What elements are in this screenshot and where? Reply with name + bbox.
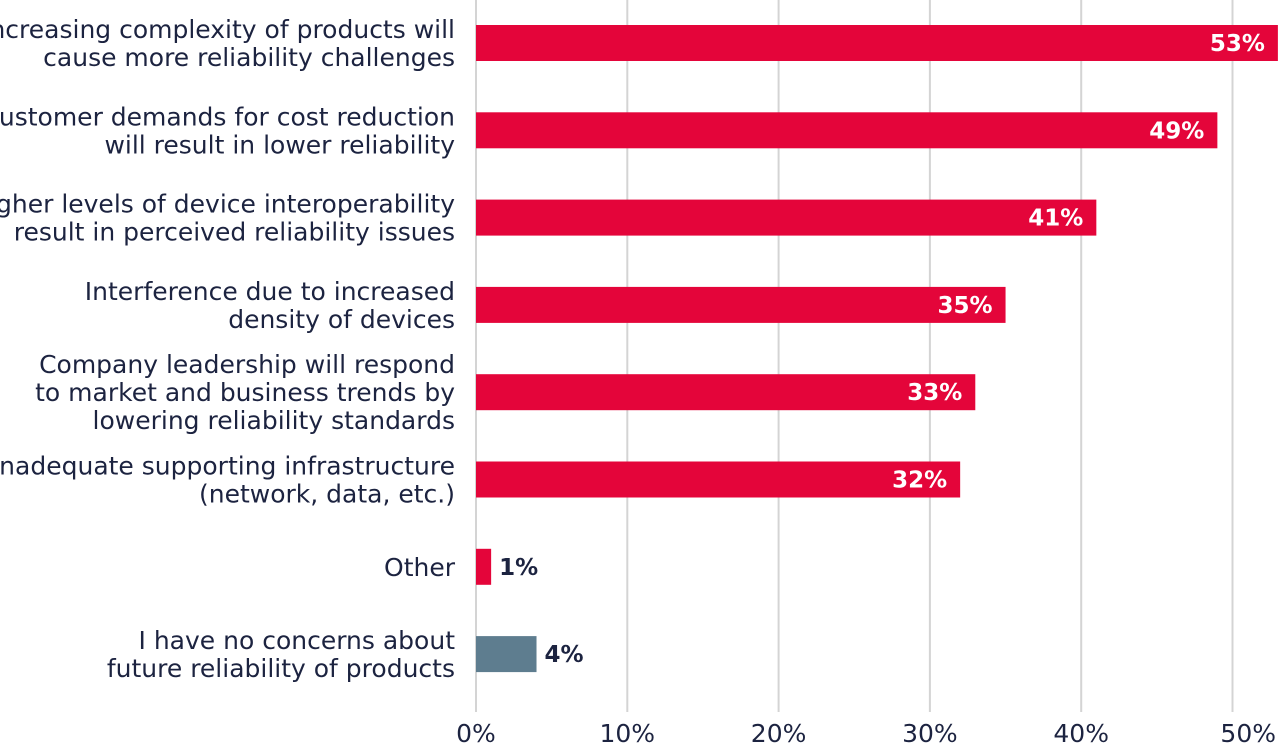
bar-value-label: 49% <box>1149 118 1204 144</box>
x-tick-label: 30% <box>902 719 958 744</box>
bar <box>476 636 537 673</box>
bar <box>476 199 1097 236</box>
bar-value-label: 32% <box>892 468 947 494</box>
category-label: Company leadership will respond to market… <box>35 350 455 435</box>
bar-value-label: 4% <box>545 642 584 668</box>
bar <box>476 25 1278 61</box>
category-label: Interference due to increased density of … <box>85 277 455 334</box>
bar-value-label: 1% <box>499 555 538 581</box>
bars <box>476 25 1278 673</box>
bar <box>476 461 961 498</box>
value-labels: 53% 49% 41% 35% 33% 32% 1% 4% <box>499 31 1265 668</box>
category-label: Inadequate supporting infrastructure (net… <box>0 452 455 509</box>
x-axis-tick-labels: 0% 10% 20% 30% 40% 50% <box>456 719 1276 744</box>
bar-value-label: 53% <box>1210 31 1265 57</box>
x-tick-label: 20% <box>751 719 807 744</box>
bar <box>476 374 976 411</box>
x-tick-label: 50% <box>1220 719 1276 744</box>
bar-value-label: 35% <box>937 293 992 319</box>
category-label: Customer demands for cost reduction will … <box>0 102 455 159</box>
bar <box>476 286 1006 323</box>
category-label: Increasing complexity of products will ca… <box>0 15 455 72</box>
category-label: Other <box>384 553 456 582</box>
x-tick-label: 0% <box>456 719 496 744</box>
bar <box>476 112 1218 149</box>
bar <box>476 548 492 585</box>
category-label: I have no concerns about future reliabili… <box>107 626 455 683</box>
category-labels: Increasing complexity of products will ca… <box>0 15 456 683</box>
category-label: Higher levels of device interoperability… <box>0 190 455 247</box>
grid-lines <box>475 0 1234 712</box>
bar-value-label: 41% <box>1028 206 1083 232</box>
x-tick-label: 10% <box>600 719 656 744</box>
x-tick-label: 40% <box>1053 719 1109 744</box>
bar-value-label: 33% <box>907 380 962 406</box>
